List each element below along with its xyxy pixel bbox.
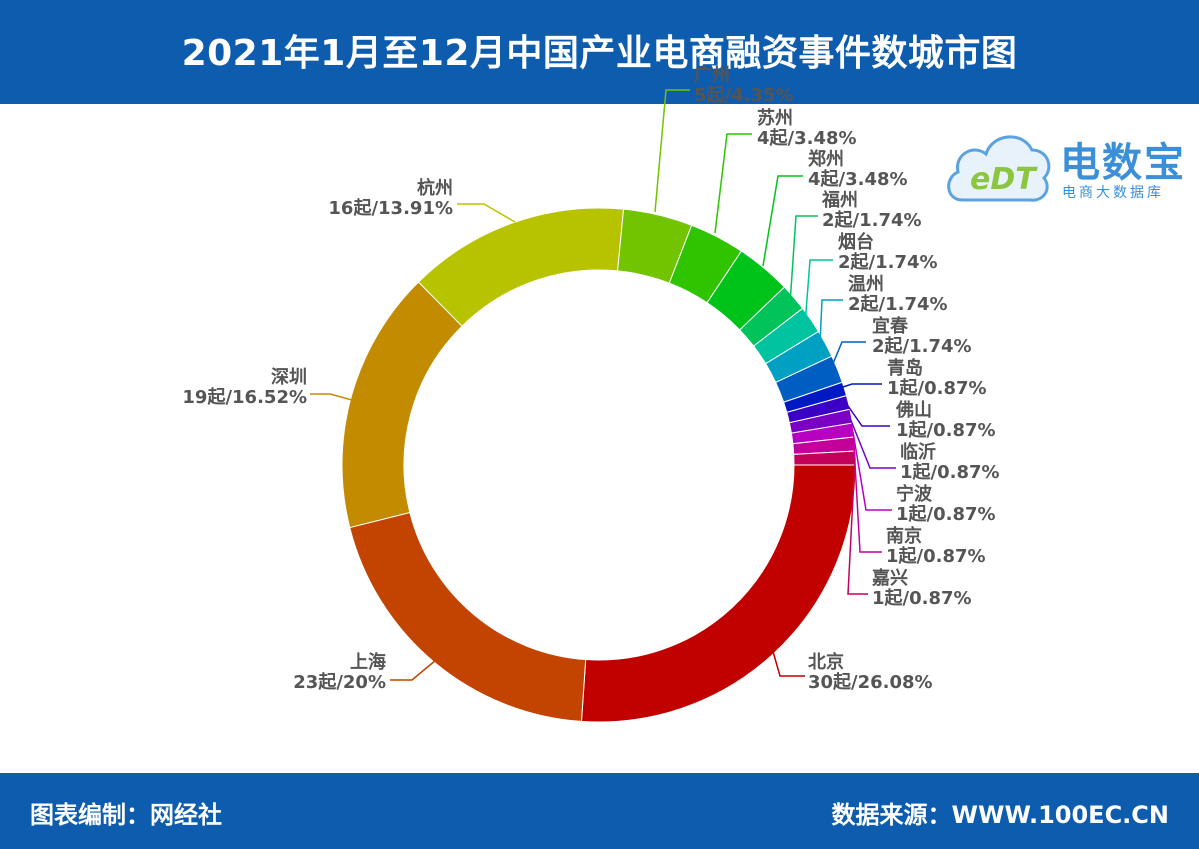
logo: eDT 电数宝 电商大数据库 <box>944 116 1194 212</box>
slice-label-佛山: 佛山 <box>895 399 932 421</box>
slice-label-南京: 南京 <box>886 525 922 547</box>
slice-value-label-青岛: 1起/0.87% <box>887 377 987 399</box>
slice-label-上海: 上海 <box>350 651 386 673</box>
slice-label-福州: 福州 <box>821 189 858 211</box>
leader-line-group <box>310 89 896 681</box>
leader-line-深圳 <box>310 393 353 401</box>
slice-label-深圳: 深圳 <box>271 366 307 388</box>
slice-label-广州: 广州 <box>694 64 730 86</box>
leader-line-杭州 <box>457 203 516 223</box>
footer-credit: 图表编制：网经社 <box>30 801 222 829</box>
slice-label-温州: 温州 <box>848 274 884 295</box>
logo-mark: eDT <box>970 162 1036 197</box>
slice-value-label-郑州: 4起/3.48% <box>808 168 908 190</box>
slice-label-郑州: 郑州 <box>808 148 844 170</box>
slice-value-label-嘉兴: 1起/0.87% <box>872 587 972 609</box>
leader-line-临沂 <box>849 417 896 469</box>
leader-line-广州 <box>654 89 690 213</box>
leader-line-郑州 <box>762 175 803 267</box>
slice-杭州 <box>417 207 625 327</box>
leader-line-佛山 <box>845 402 890 427</box>
leader-line-宜春 <box>831 341 866 367</box>
slice-label-杭州: 杭州 <box>417 177 453 199</box>
leader-line-福州 <box>789 215 818 305</box>
slice-嘉兴 <box>793 450 857 466</box>
leader-line-南京 <box>853 445 882 553</box>
slice-label-宁波: 宁波 <box>896 483 933 505</box>
slice-value-label-南京: 1起/0.87% <box>886 545 986 567</box>
slice-label-临沂: 临沂 <box>900 441 936 463</box>
slice-value-label-温州: 2起/1.74% <box>848 293 948 315</box>
slice-label-嘉兴: 嘉兴 <box>871 568 908 589</box>
slice-label-烟台: 烟台 <box>838 231 874 253</box>
cloud-icon <box>947 135 1051 202</box>
leader-line-宁波 <box>852 431 892 511</box>
slice-value-label-上海: 23起/20% <box>293 671 386 693</box>
slice-value-label-福州: 2起/1.74% <box>822 209 922 231</box>
leader-line-上海 <box>390 659 437 681</box>
footer-bar: 图表编制：网经社 数据来源：WWW.100EC.CN <box>0 773 1199 849</box>
slice-value-label-北京: 30起/26.08% <box>808 671 933 693</box>
chart-title: 2021年1月至12月中国产业电商融资事件数城市图 <box>181 33 1018 74</box>
slice-value-label-深圳: 19起/16.52% <box>182 386 307 408</box>
slice-深圳 <box>341 281 463 529</box>
leader-line-苏州 <box>714 133 752 234</box>
slice-value-label-杭州: 16起/13.91% <box>328 197 453 219</box>
slice-value-label-临沂: 1起/0.87% <box>900 461 1000 483</box>
leader-line-北京 <box>771 647 805 677</box>
logo-name: 电数宝 <box>1060 140 1186 186</box>
slice-value-label-苏州: 4起/3.48% <box>757 127 857 149</box>
slice-value-label-宜春: 2起/1.74% <box>872 335 972 357</box>
slice-label-苏州: 苏州 <box>757 107 793 129</box>
leader-line-温州 <box>819 299 843 345</box>
logo-subtitle: 电商大数据库 <box>1062 185 1164 201</box>
slice-value-label-广州: 5起/4.35% <box>694 84 794 106</box>
footer-source: 数据来源：WWW.100EC.CN <box>831 801 1170 829</box>
slice-label-宜春: 宜春 <box>872 315 909 337</box>
leader-line-嘉兴 <box>847 457 868 595</box>
leader-line-青岛 <box>839 383 882 389</box>
leader-line-烟台 <box>804 259 833 326</box>
title-bar: 2021年1月至12月中国产业电商融资事件数城市图 <box>0 0 1199 104</box>
slice-label-北京: 北京 <box>808 651 844 673</box>
slice-group <box>341 207 857 723</box>
slice-value-label-宁波: 1起/0.87% <box>896 503 996 525</box>
slice-value-label-烟台: 2起/1.74% <box>838 251 938 273</box>
slice-value-label-佛山: 1起/0.87% <box>896 419 996 441</box>
slice-label-青岛: 青岛 <box>887 357 923 379</box>
